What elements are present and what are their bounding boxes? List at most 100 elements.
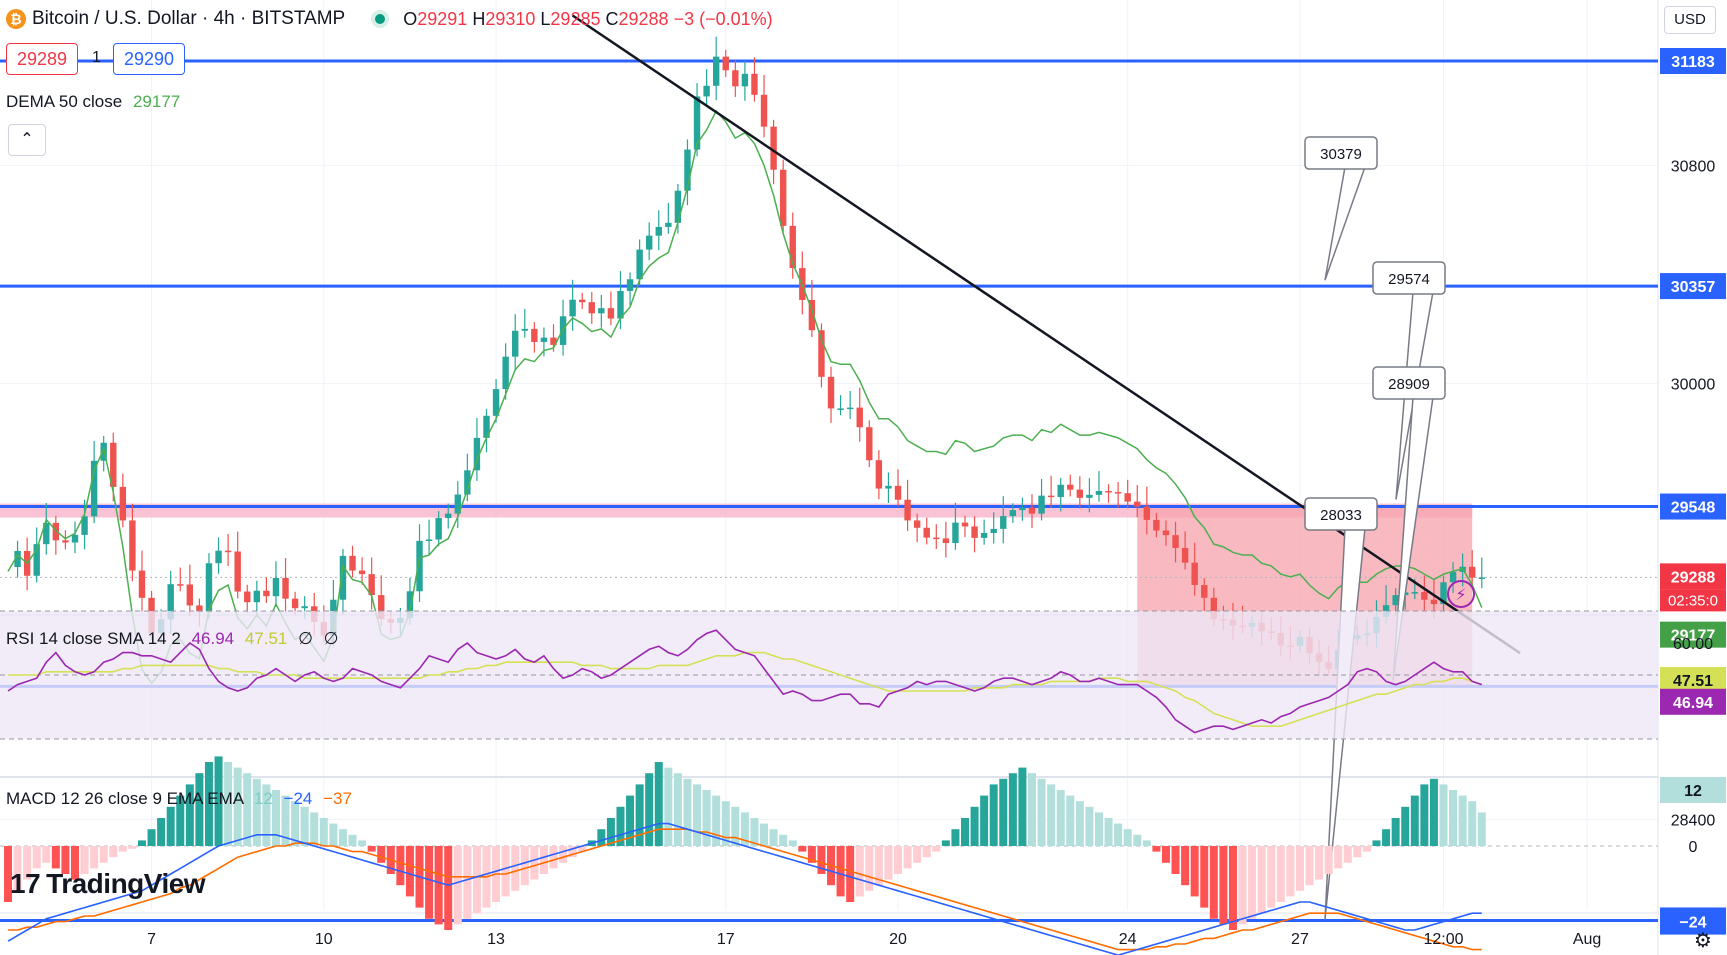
macd-hist-bar xyxy=(262,784,271,846)
candle-body xyxy=(751,73,758,95)
candle-body xyxy=(789,225,796,269)
candle-body xyxy=(866,427,873,461)
macd-hist-bar xyxy=(224,762,233,846)
symbol-title[interactable]: Bitcoin / U.S. Dollar · 4h · BITSTAMP xyxy=(32,8,346,29)
macd-hist-bar xyxy=(501,846,510,897)
macd-hist-bar xyxy=(166,806,175,846)
macd-hist-bar xyxy=(1114,823,1123,846)
candle-body xyxy=(14,550,21,568)
macd-hist-bar xyxy=(549,846,558,869)
macd-hist-bar xyxy=(1420,784,1429,846)
collapse-legend-button[interactable]: ⌃ xyxy=(8,124,46,156)
macd-hist-bar xyxy=(721,801,730,846)
macd-hist-bar xyxy=(903,846,912,869)
time-tick-label: 7 xyxy=(147,931,156,948)
macd-hist-bar xyxy=(597,829,606,846)
callout-label: 28033 xyxy=(1320,507,1362,524)
candle-body xyxy=(263,590,270,597)
callout-label: 28909 xyxy=(1388,376,1430,393)
macd-hist-bar xyxy=(109,846,118,858)
macd-hist-bar xyxy=(1382,829,1391,846)
candle-body xyxy=(1162,530,1170,536)
macd-hist-bar xyxy=(1142,840,1151,846)
candle-body xyxy=(942,538,950,544)
candles xyxy=(14,36,1485,680)
candle-body xyxy=(971,526,978,538)
macd-hist-bar xyxy=(1238,846,1247,925)
tradingview-logo: 17 TradingView xyxy=(10,868,206,899)
candle-body xyxy=(71,534,79,543)
candle-body xyxy=(1191,562,1198,586)
candle-body xyxy=(52,522,60,541)
candle-body xyxy=(358,570,366,575)
level-label: 30357 xyxy=(1671,279,1716,296)
time-axis[interactable]: 7 10 13 17 20 24 27 12:00 Aug xyxy=(147,931,1601,948)
candle-body xyxy=(741,73,749,87)
sell-button[interactable]: 29289 xyxy=(6,43,79,75)
macd-hist-bar xyxy=(367,846,376,852)
macd-hist-bar xyxy=(874,846,883,886)
flash-icon[interactable]: ⚡ xyxy=(1447,580,1475,608)
callout-box xyxy=(1372,261,1446,295)
macd-hist-bar xyxy=(1295,846,1304,891)
rsi-value-label-bg xyxy=(1660,688,1726,715)
trendline[interactable] xyxy=(571,14,1521,655)
macd-hist-bar xyxy=(1209,846,1218,919)
macd-hist-bar xyxy=(310,812,319,846)
macd-hist-bar xyxy=(1458,795,1467,846)
macd-hist-bar xyxy=(1008,773,1017,846)
candle-body xyxy=(301,606,308,609)
candle-body xyxy=(1124,493,1131,502)
buy-button[interactable]: 29290 xyxy=(113,43,186,75)
macd-hist-bar xyxy=(1429,778,1438,846)
candle-body xyxy=(1478,577,1485,579)
macd-legend[interactable]: MACD 12 26 close 9 EMA EMA 12 −24 −37 xyxy=(6,789,352,808)
candle-body xyxy=(110,442,117,487)
macd-hist-bar xyxy=(1190,846,1199,897)
dema-legend[interactable]: DEMA 50 close 29177 xyxy=(6,92,181,111)
candle-body xyxy=(1095,491,1103,495)
candle-body xyxy=(435,517,442,540)
macd-hist-bar xyxy=(559,846,568,863)
macd-hist-bar xyxy=(396,846,405,886)
candle-body xyxy=(684,149,691,191)
candle-body xyxy=(186,584,194,606)
candle-body xyxy=(933,537,940,540)
macd-hist-bar xyxy=(99,846,108,863)
rsi-series xyxy=(7,629,1483,734)
macd-hist-bar xyxy=(1286,846,1295,897)
macd-hist-bar xyxy=(760,823,769,846)
macd-hist-bar xyxy=(1391,818,1400,846)
candle-body xyxy=(1067,484,1074,490)
candle-body xyxy=(1038,495,1045,514)
macd-signal-series xyxy=(8,828,1482,951)
macd-hist-bar xyxy=(1085,806,1094,846)
macd-hist-bar xyxy=(377,846,386,863)
candle-body xyxy=(961,522,969,527)
candle-body xyxy=(617,290,624,319)
gear-icon[interactable]: ⚙ xyxy=(1694,930,1712,952)
price-axis[interactable]: 2840030000308003118330357295482888828029… xyxy=(1659,0,1727,955)
rsi-legend[interactable]: RSI 14 close SMA 14 2 46.94 47.51 ∅ ∅ xyxy=(6,629,339,648)
candle-body xyxy=(291,598,299,609)
currency-selector[interactable]: USD xyxy=(1664,6,1716,34)
candle-body xyxy=(722,56,729,71)
candle-body xyxy=(540,337,548,342)
macd-hist-bar xyxy=(1315,846,1324,880)
macd-hist-bar xyxy=(118,846,127,852)
candle-body xyxy=(167,584,174,620)
level-label: 29548 xyxy=(1671,500,1716,517)
time-tick-label: 10 xyxy=(315,931,333,948)
macd-hist-bar xyxy=(252,778,261,846)
candle-body xyxy=(1076,489,1084,498)
macd-hist-bar xyxy=(1018,767,1027,846)
macd-hist-bar xyxy=(788,840,797,846)
macd-hist-bar xyxy=(319,818,328,846)
market-status-icon xyxy=(375,14,386,24)
candle-body xyxy=(550,337,557,345)
candle-body xyxy=(1009,510,1017,517)
macd-hist-bar xyxy=(836,846,845,897)
candle-body xyxy=(980,532,988,538)
macd-hist-bar xyxy=(1228,846,1237,930)
